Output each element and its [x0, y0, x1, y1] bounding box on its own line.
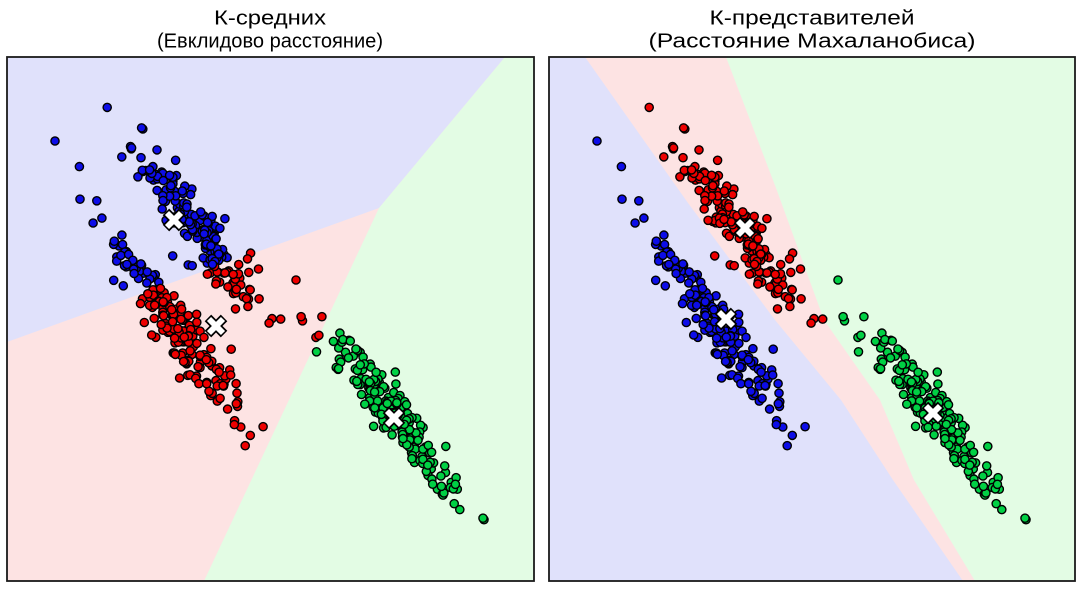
svg-text:(Расстояние Махаланобиса): (Расстояние Махаланобиса): [649, 31, 976, 53]
svg-text:К-представителей: К-представителей: [710, 8, 915, 30]
svg-text:К-средних: К-средних: [214, 8, 326, 30]
svg-text:(Евклидово расстояние): (Евклидово расстояние): [157, 31, 383, 53]
